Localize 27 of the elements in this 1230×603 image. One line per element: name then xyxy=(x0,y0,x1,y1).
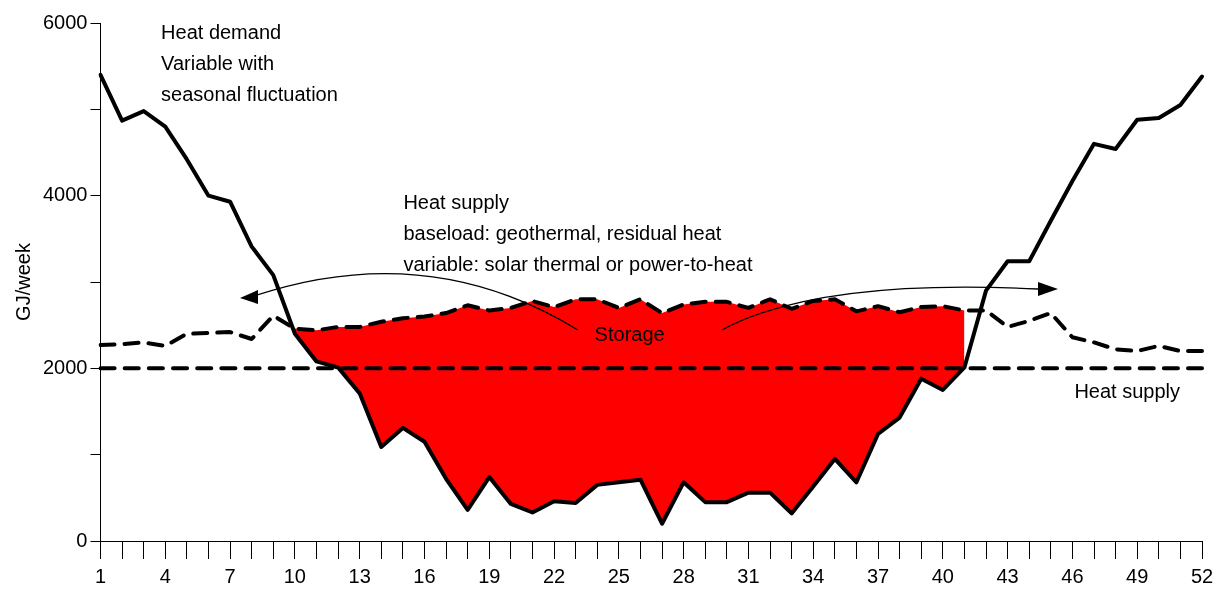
x-tick-label: 34 xyxy=(802,564,825,587)
y-tick-label: 6000 xyxy=(42,10,88,33)
x-tick-label: 46 xyxy=(1061,564,1084,587)
x-tick-label: 28 xyxy=(672,564,695,587)
x-tick-label: 37 xyxy=(866,564,890,587)
x-tick-label: 4 xyxy=(159,564,171,587)
y-tick-label: 4000 xyxy=(42,183,88,206)
x-tick-label: 10 xyxy=(283,564,306,587)
x-tick-label: 1 xyxy=(94,564,107,587)
y-tick-label: 2000 xyxy=(42,355,88,378)
x-tick-label: 13 xyxy=(348,564,371,587)
annotation: Heat supply baseload: geothermal, residual heat variable: solar thermal or power-to-heat xyxy=(403,191,753,276)
x-tick-label: 19 xyxy=(478,564,501,587)
x-tick-label: 52 xyxy=(1190,564,1214,587)
y-tick-label: 0 xyxy=(76,528,88,551)
x-tick-label: 40 xyxy=(931,564,954,587)
x-tick-label: 43 xyxy=(996,564,1019,587)
series-label: Heat supply xyxy=(1074,379,1180,402)
x-tick-label: 49 xyxy=(1126,564,1149,587)
x-tick-label: 25 xyxy=(607,564,630,587)
x-tick-label: 16 xyxy=(413,564,436,587)
series-label: Storage xyxy=(594,322,665,345)
y-axis-title: GJ/week xyxy=(11,242,34,321)
annotation: Heat demand Variable with seasonal fluctuation xyxy=(161,20,338,105)
x-tick-label: 22 xyxy=(542,564,566,587)
x-tick-label: 31 xyxy=(737,564,760,587)
x-tick-label: 7 xyxy=(224,564,236,587)
